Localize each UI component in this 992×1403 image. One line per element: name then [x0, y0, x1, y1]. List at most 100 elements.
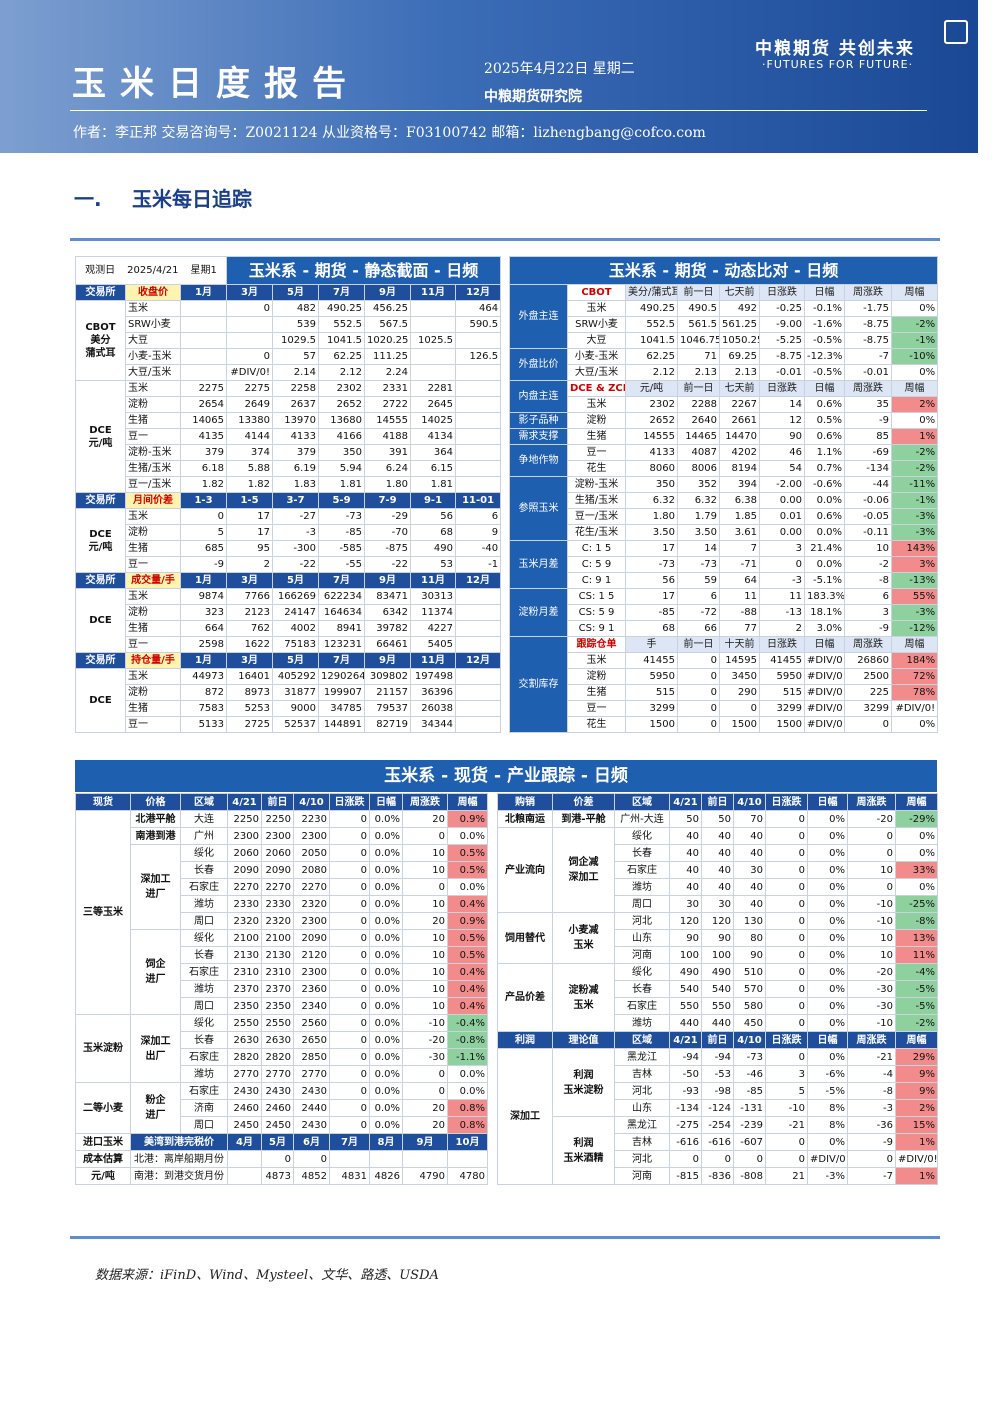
row: 石家庄 2820 2820 2850 0 0.0% -30 -1.1%: [76, 1048, 488, 1066]
cell: 1.79: [677, 508, 720, 525]
cell: 456.25: [364, 300, 412, 317]
cell: C: 1 5: [567, 540, 626, 557]
cell: -69: [844, 444, 892, 461]
cell: [455, 412, 502, 429]
cell: 1.81: [318, 476, 366, 493]
group-label: 深加工 出厂: [130, 1014, 181, 1083]
cell: [455, 700, 502, 717]
cell: 淀粉: [125, 396, 181, 413]
cell: 55%: [890, 588, 939, 605]
cell: 0%: [807, 1133, 848, 1151]
cell: 绥化: [614, 963, 670, 981]
cell: 13380: [226, 412, 274, 429]
cell: 玉米: [567, 652, 626, 669]
cell: 玉米系 - 期货 - 动态比对 - 日频: [508, 256, 939, 285]
cell: 2598: [179, 636, 228, 653]
row: 周口 2320 2320 2300 0 0.0% 20 0.9%: [76, 912, 488, 930]
group-label: CBOT 美分 蒲式耳: [75, 300, 126, 381]
cell: 464: [455, 300, 502, 317]
cell: 540: [669, 980, 702, 998]
row: 石家庄 2310 2310 2300 0 0.0% 10 0.4%: [76, 963, 488, 981]
cell: DCE & ZCE: [567, 380, 626, 397]
cell: 15%: [895, 1116, 938, 1134]
cell: 540: [701, 980, 734, 998]
cell: 石家庄: [614, 997, 670, 1015]
cell: 4166: [318, 428, 366, 445]
cell: 590.5: [455, 316, 502, 333]
cell: 11-01: [455, 492, 502, 509]
cell: #DIV/0!: [804, 716, 845, 733]
row: 南港到港 广州 2300 2300 2300 0 0.0% 0 0.0%: [76, 827, 488, 845]
row: 大豆/玉米 2.12 2.13 2.13 -0.01 -0.5% -0.01 0%: [510, 364, 939, 381]
header-row: 购销 价差 区域 4/21 前日 4/10 日涨跌 日幅 周涨跌 周幅: [497, 793, 938, 811]
cell: 4135: [179, 428, 228, 445]
cell: 0: [765, 878, 808, 896]
cell: 0.0%: [369, 963, 403, 981]
cell: 6.32: [625, 492, 678, 509]
label-line: 三等玉米: [83, 907, 123, 918]
header-row: 外盘主连 CBOT 美分/蒲式耳 前一日 七天前 日涨跌 日幅 周涨跌 周幅: [509, 284, 939, 349]
cell: 14470: [719, 428, 760, 445]
label-line: 饲用替代: [505, 932, 545, 944]
cell: 90: [759, 428, 805, 445]
row: 淀粉月差 CS: 1 5 17 6 11 11 183.3% 6 55%: [509, 588, 939, 637]
cell: -10%: [890, 348, 939, 365]
cell: 玉米: [125, 300, 181, 317]
cell: 2130: [227, 946, 262, 964]
cell: 淀粉: [567, 668, 626, 685]
row: 淀粉-玉米 379 374 379 350 391 364: [76, 444, 502, 461]
cell: 6.15: [410, 460, 457, 477]
cell: 淀粉: [567, 412, 626, 429]
cell: -27: [272, 508, 320, 525]
cell: 0.5%: [447, 844, 488, 862]
cell: 河北: [614, 1150, 670, 1168]
cell: -29%: [895, 810, 938, 828]
cell: [455, 444, 502, 461]
cell: 0: [402, 1082, 448, 1100]
cell: #DIV/0!: [804, 668, 845, 685]
cell: 豆一/玉米: [125, 476, 181, 493]
row: 豆一 2598 1622 75183 123231 66461 5405: [76, 636, 502, 653]
cell: 10: [847, 929, 896, 947]
row: DCE 玉米 9874 7766 166269 622234 83471 30313: [75, 588, 502, 653]
cell: 374: [226, 444, 274, 461]
report-org: 中粮期货研究院: [484, 89, 582, 105]
cell: 0%: [895, 844, 938, 862]
cell: 10: [844, 540, 892, 557]
cell: 0: [677, 700, 720, 717]
cell: 0%: [895, 827, 938, 845]
cell: 5950: [759, 668, 805, 685]
cell: 539: [272, 316, 320, 333]
cell: 0.0%: [369, 946, 403, 964]
cell: 2645: [410, 396, 457, 413]
cell: 2288: [677, 396, 720, 413]
cell: 130: [733, 912, 766, 930]
cell: 11月: [410, 284, 457, 301]
section-rule: [70, 238, 940, 241]
cell: 41455: [759, 652, 805, 669]
cell: SRW小麦: [567, 316, 626, 333]
cell: -9: [179, 556, 228, 573]
cell: 0: [765, 810, 808, 828]
cell: 40: [669, 844, 702, 862]
cell: 周涨跌: [844, 636, 892, 653]
label-line: 元/吨: [88, 541, 113, 553]
cell: 大豆/玉米: [567, 364, 626, 381]
cell: 绥化: [180, 844, 228, 862]
cell: -12.3%: [804, 348, 845, 365]
cell: 72%: [890, 668, 939, 685]
cell: 2270: [261, 878, 294, 896]
cell: 0.0%: [369, 844, 403, 862]
cell: 100: [701, 946, 734, 964]
cell: 0: [329, 861, 370, 879]
cell: 0.0%: [369, 878, 403, 896]
cell: 日涨跌: [759, 636, 805, 653]
row: 石家庄 550 550 580 0 0% -30 -5%: [498, 997, 938, 1015]
row: 淀粉 5950 0 3450 5950 #DIV/0! 2500 72%: [510, 668, 939, 685]
cell: 17: [625, 540, 678, 557]
cell: -30: [402, 1048, 448, 1066]
cell: 2302: [318, 380, 366, 397]
cell: 80: [733, 929, 766, 947]
cell: -20: [847, 810, 896, 828]
cell: 53: [410, 556, 457, 573]
